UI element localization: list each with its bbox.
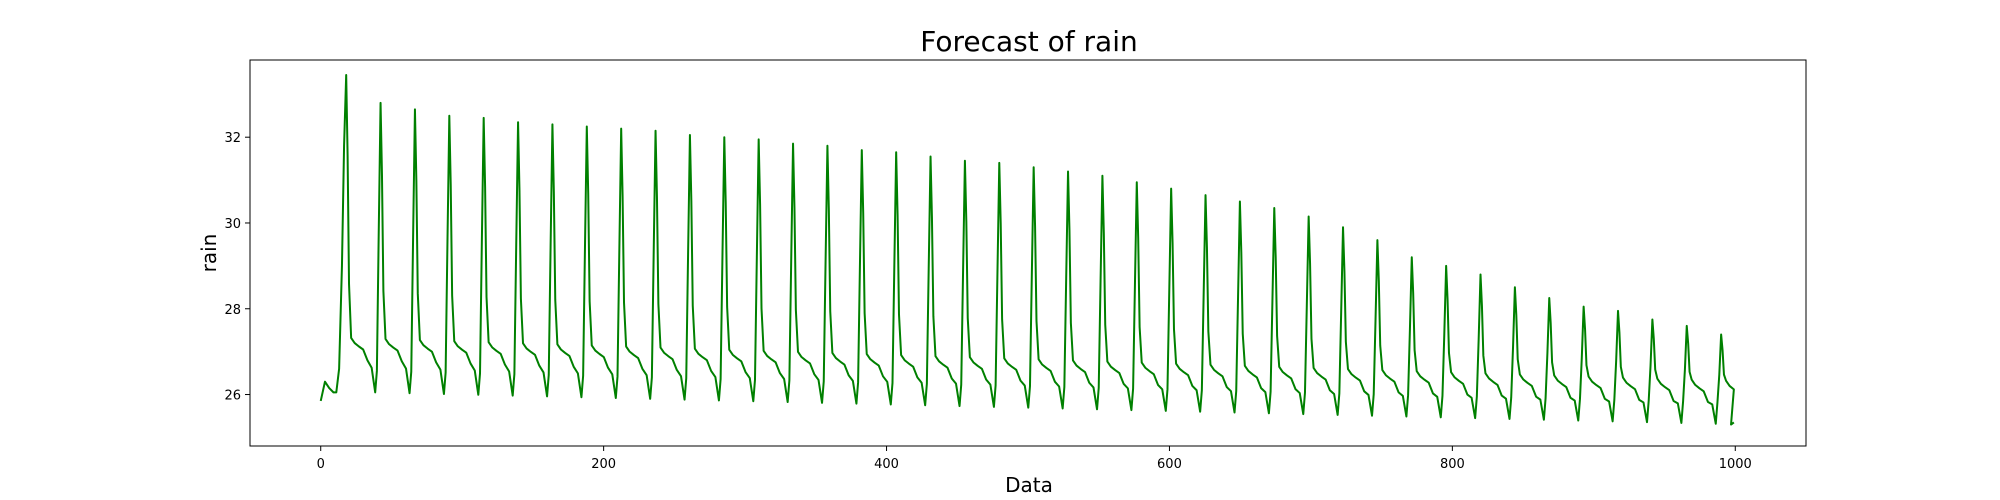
y-tick-label: 26 [224, 389, 241, 404]
x-tick-label: 0 [317, 457, 325, 472]
y-axis: 26 28 30 32 [224, 131, 250, 404]
y-tick-label: 32 [224, 131, 241, 146]
plot-frame [249, 59, 1807, 447]
x-tick-label: 800 [1440, 457, 1465, 472]
y-tick-label: 30 [224, 217, 241, 232]
x-axis-label: Data [1005, 473, 1053, 497]
x-tick-label: 200 [591, 457, 616, 472]
series-line-rain [319, 74, 1735, 426]
y-tick-label: 28 [224, 303, 241, 318]
x-tick-label: 1000 [1719, 457, 1752, 472]
x-tick-label: 600 [1157, 457, 1182, 472]
y-axis-label: rain [197, 234, 221, 273]
x-axis: 0 200 400 600 800 1000 [317, 446, 1752, 472]
chart-title: Forecast of rain [920, 25, 1137, 58]
x-tick-label: 400 [874, 457, 899, 472]
